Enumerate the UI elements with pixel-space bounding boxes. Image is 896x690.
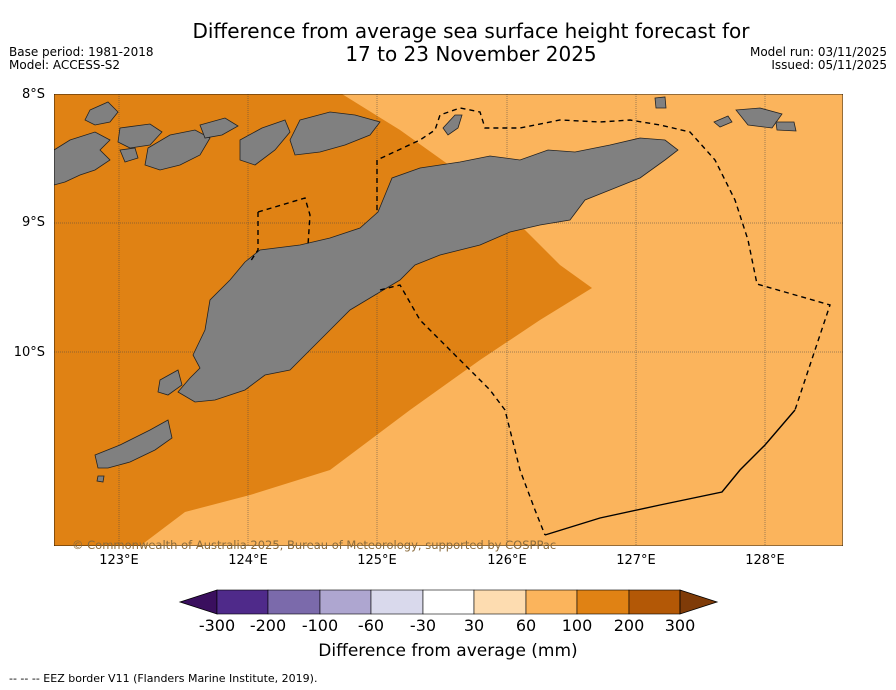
sawu-island [94, 419, 173, 469]
meta-right: Model run: 03/11/2025 Issued: 05/11/2025 [750, 46, 887, 72]
colorbar-tick-label: -200 [249, 616, 287, 635]
model-name: Model: ACCESS-S2 [9, 58, 121, 72]
islet-2 [96, 475, 105, 483]
wetar-island [289, 111, 381, 156]
lat-label-8s: 8°S [21, 87, 45, 102]
ne-island-2 [654, 96, 667, 109]
base-period: Base period: 1981-2018 [9, 45, 154, 59]
model-run: Model run: 03/11/2025 [749, 45, 887, 59]
colorbar-tick-label: -30 [409, 616, 437, 635]
colorbar-bin-7 [525, 589, 578, 615]
meta-left: Base period: 1981-2018 Model: ACCESS-S2 [9, 46, 154, 72]
ne-island-5 [775, 121, 797, 132]
copyright-notice: © Commonwealth of Australia 2025, Bureau… [72, 538, 557, 552]
lon-label-124e: 124°E [228, 553, 268, 568]
island-b [117, 123, 163, 149]
lon-label-123e: 123°E [99, 553, 139, 568]
wetar-west [239, 119, 291, 166]
colorbar-tick-label: 200 [613, 616, 645, 635]
eez-border-solid [544, 409, 796, 536]
issued-date: Issued: 05/11/2025 [771, 58, 887, 72]
land-masses [54, 96, 797, 483]
islet-1 [119, 147, 139, 163]
ne-island-4 [735, 107, 783, 129]
colorbar-bin-1 [216, 589, 269, 615]
colorbar-tick-label: -60 [357, 616, 385, 635]
title-line-1: Difference from average sea surface heig… [192, 19, 750, 43]
lon-label-127e: 127°E [616, 553, 656, 568]
island-a [84, 101, 119, 126]
title-line-2: 17 to 23 November 2025 [345, 42, 597, 66]
eez-border-line [249, 107, 831, 536]
rote-island [157, 369, 183, 396]
colorbar-tick-label: -100 [301, 616, 339, 635]
colorbar-tick-label: 300 [664, 616, 696, 635]
colorbar-tick-label: -300 [198, 616, 236, 635]
eez-legend: -- -- -- EEZ border V11 (Flanders Marine… [9, 672, 318, 685]
colorbar-label: Difference from average (mm) [318, 641, 578, 661]
colorbar-bin-9 [628, 589, 681, 615]
island-d [199, 117, 239, 139]
ne-island-1 [442, 114, 463, 136]
lon-label-128e: 128°E [745, 553, 785, 568]
colorbar-bin-4 [370, 589, 424, 615]
colorbar-bin-6 [473, 589, 527, 615]
colorbar-tick-label: 30 [463, 616, 485, 635]
lon-label-125e: 125°E [357, 553, 397, 568]
colorbar-bin-2 [267, 589, 321, 615]
lat-label-9s: 9°S [21, 215, 45, 230]
map-title: Difference from average sea surface heig… [0, 20, 896, 66]
colorbar-bin-3 [319, 589, 372, 615]
colorbar-extend-high [679, 589, 719, 615]
alor-island [54, 131, 111, 186]
island-c [144, 129, 211, 171]
colorbar-extend-low [178, 589, 218, 615]
colorbar-tick-label: 100 [561, 616, 593, 635]
ne-island-3 [713, 115, 733, 128]
colorbar-tick-label: 60 [515, 616, 537, 635]
lon-label-126e: 126°E [487, 553, 527, 568]
colorbar [178, 589, 719, 615]
colorbar-bin-5 [422, 589, 475, 615]
colorbar-bin-8 [576, 589, 630, 615]
lat-label-10s: 10°S [13, 345, 45, 360]
timor-island [177, 137, 679, 403]
